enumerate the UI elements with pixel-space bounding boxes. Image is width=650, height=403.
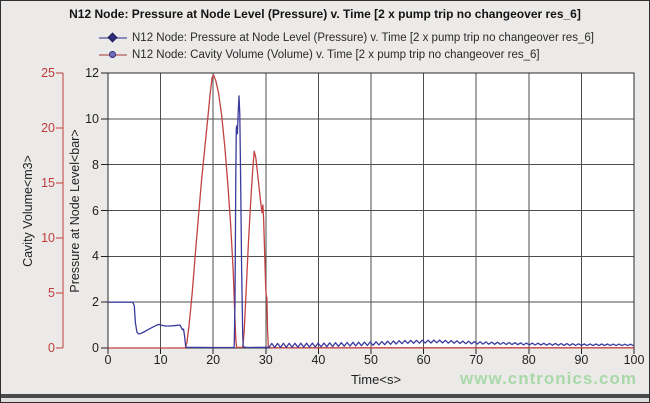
watermark: www.cntronics.com [460,369,637,388]
volume-tick-label: 5 [48,286,55,300]
chart-title: N12 Node: Pressure at Node Level (Pressu… [69,7,581,21]
pressure-tick-label: 10 [85,111,99,126]
below-frame-strip [1,398,649,402]
volume-tick-label: 25 [41,66,55,80]
legend: N12 Node: Pressure at Node Level (Pressu… [99,29,594,63]
bottom-frame-bar [1,394,649,398]
x-tick-label: 0 [104,353,112,367]
x-tick-label: 30 [258,353,273,367]
legend-item-pressure: N12 Node: Pressure at Node Level (Pressu… [99,29,594,46]
x-tick-label: 50 [364,353,378,367]
pressure-tick-label: 12 [85,66,99,80]
pressure-tick-label: 2 [92,295,99,310]
x-tick-label: 40 [311,353,326,367]
legend-label-cavity-volume: N12 Node: Cavity Volume (Volume) v. Time… [132,48,540,61]
volume-tick-label: 15 [41,176,55,190]
x-axis-title: Time<s> [350,372,402,387]
x-tick-label: 60 [416,353,431,367]
y-axis-title-cavity-volume: Cavity Volume<m3> [21,155,35,267]
pressure-tick-label: 0 [92,341,99,355]
pressure-tick-label: 8 [92,157,99,172]
x-tick-label: 100 [623,353,645,367]
pressure-tick-label: 6 [92,203,99,218]
volume-tick-label: 0 [48,341,55,355]
x-tick-label: 80 [521,353,536,367]
pressure-series-marker-icon [99,32,127,43]
volume-tick-label: 10 [41,231,55,245]
x-tick-label: 90 [574,353,589,367]
x-tick-label: 20 [206,353,221,367]
legend-circle-icon [109,50,116,58]
x-tick-label: 70 [469,353,484,367]
pressure-tick-label: 4 [92,249,99,264]
x-tick-label: 10 [153,353,168,367]
legend-label-pressure: N12 Node: Pressure at Node Level (Pressu… [132,31,594,44]
legend-item-cavity-volume: N12 Node: Cavity Volume (Volume) v. Time… [99,46,594,63]
volume-tick-label: 20 [41,121,55,135]
legend-diamond-icon [107,32,118,42]
cavity-volume-series-marker-icon [99,49,127,60]
